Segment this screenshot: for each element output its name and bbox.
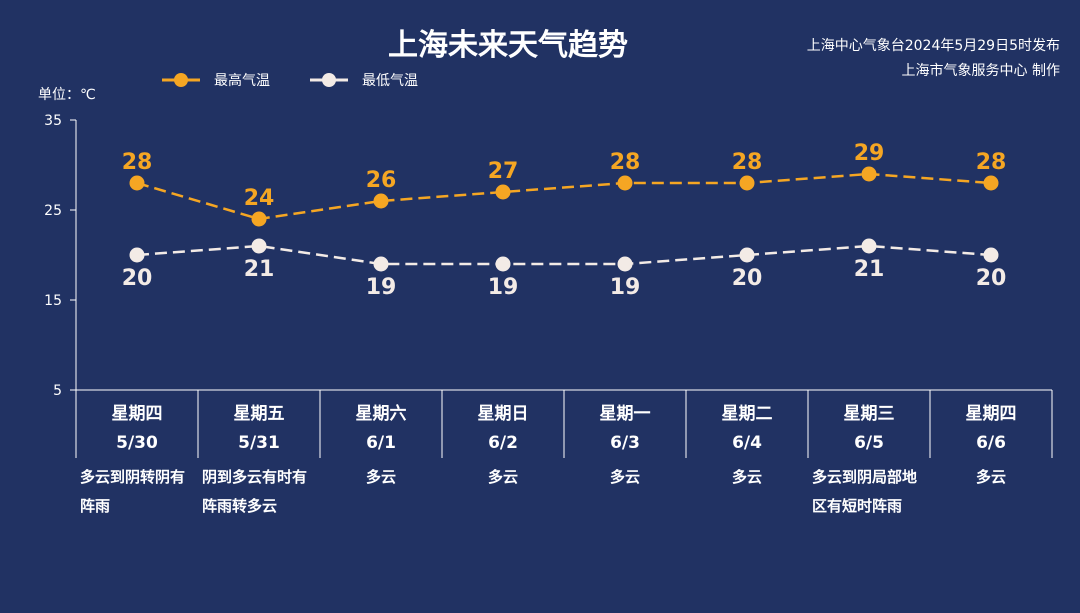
- high-temp-label: 29: [854, 141, 885, 166]
- low-temp-label: 19: [366, 275, 397, 300]
- y-tick-label: 5: [53, 383, 62, 399]
- day-weather: 多云: [487, 468, 518, 486]
- y-tick-label: 25: [44, 203, 62, 219]
- day-date: 6/5: [854, 433, 884, 453]
- high-temp-point: [861, 166, 877, 182]
- day-weather: 多云到阴局部地区有短时阵雨: [812, 468, 918, 515]
- day-date: 6/2: [488, 433, 518, 453]
- low-temp-point: [861, 238, 877, 254]
- low-temp-point: [617, 256, 633, 272]
- low-temp-label: 21: [854, 257, 885, 282]
- low-temp-label: 20: [732, 266, 763, 291]
- low-temp-point: [739, 247, 755, 263]
- day-header: 星期四 5/30: [76, 400, 198, 458]
- high-temp-label: 27: [488, 159, 519, 184]
- low-temp-point: [251, 238, 267, 254]
- high-temp-label: 28: [122, 150, 153, 175]
- low-temp-point: [373, 256, 389, 272]
- low-temp-label: 19: [488, 275, 519, 300]
- day-weekday: 星期三: [843, 404, 895, 424]
- legend-low: 最低气温: [308, 70, 418, 90]
- high-temp-label: 24: [244, 186, 275, 211]
- day-date: 6/3: [610, 433, 640, 453]
- high-temp-label: 28: [610, 150, 641, 175]
- high-temp-label: 26: [366, 168, 397, 193]
- legend-low-label: 最低气温: [362, 73, 418, 89]
- day-weekday: 星期六: [355, 404, 407, 424]
- day-weather: 多云到阴转阴有阵雨: [80, 468, 186, 515]
- high-temp-line: [136, 172, 992, 221]
- high-temp-point: [617, 175, 633, 191]
- day-weekday: 星期二: [721, 404, 773, 424]
- high-temp-point: [495, 184, 511, 200]
- day-weather: 阴到多云有时有阵雨转多云: [202, 468, 308, 515]
- day-date: 5/30: [116, 433, 158, 453]
- high-temp-point: [251, 211, 267, 227]
- day-header: 星期三 6/5: [808, 400, 930, 458]
- day-weather: 多云: [609, 468, 640, 486]
- high-temp-label: 28: [732, 150, 763, 175]
- high-temp-point: [129, 175, 145, 191]
- low-temp-label: 20: [976, 266, 1007, 291]
- issuer-line-2: 上海市气象服务中心 制作: [901, 63, 1060, 79]
- day-header: 星期六 6/1: [320, 400, 442, 458]
- y-tick-label: 15: [44, 293, 62, 309]
- day-weekday: 星期一: [599, 404, 651, 424]
- day-weather: 多云: [975, 468, 1006, 486]
- day-header: 星期五 5/31: [198, 400, 320, 458]
- low-temp-point: [495, 256, 511, 272]
- high-temp-point: [983, 175, 999, 191]
- low-temp-label: 20: [122, 266, 153, 291]
- unit-label: 单位：℃: [38, 87, 96, 103]
- low-temp-point: [983, 247, 999, 263]
- issuer-line-1: 上海中心气象台2024年5月29日5时发布: [806, 38, 1060, 54]
- legend-high-marker-icon: [162, 73, 200, 87]
- high-temp-label: 28: [976, 150, 1007, 175]
- low-temp-label: 21: [244, 257, 275, 282]
- day-weather: 多云: [731, 468, 762, 486]
- low-temp-point: [129, 247, 145, 263]
- issuer-info: 上海中心气象台2024年5月29日5时发布 上海市气象服务中心 制作: [807, 34, 1060, 84]
- day-header: 星期二 6/4: [686, 400, 808, 458]
- day-date: 5/31: [238, 433, 280, 453]
- day-weekday: 星期四: [111, 404, 163, 424]
- day-weather: 多云: [365, 468, 396, 486]
- low-temp-line: [136, 244, 992, 266]
- legend-high-label: 最高气温: [214, 73, 270, 89]
- day-header: 星期四 6/6: [930, 400, 1052, 458]
- day-weekday: 星期五: [233, 404, 285, 424]
- day-date: 6/6: [976, 433, 1006, 453]
- day-weekday: 星期四: [965, 404, 1017, 424]
- page-title: 上海未来天气趋势: [388, 28, 628, 63]
- day-weekday: 星期日: [477, 404, 529, 424]
- low-temp-label: 19: [610, 275, 641, 300]
- high-temp-point: [373, 193, 389, 209]
- y-tick-label: 35: [44, 113, 62, 129]
- day-header: 星期日 6/2: [442, 400, 564, 458]
- legend-high: 最高气温: [160, 70, 270, 90]
- day-date: 6/4: [732, 433, 762, 453]
- high-temp-point: [739, 175, 755, 191]
- day-date: 6/1: [366, 433, 396, 453]
- day-header: 星期一 6/3: [564, 400, 686, 458]
- legend-low-marker-icon: [310, 73, 348, 87]
